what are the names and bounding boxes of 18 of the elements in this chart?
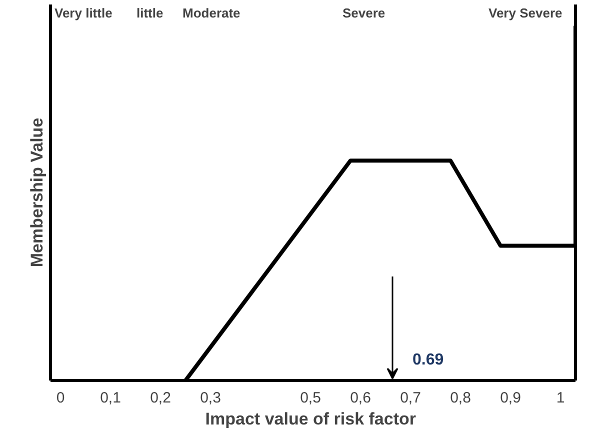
- x-tick-label: 0,3: [200, 390, 221, 406]
- x-tick-label: 0,1: [100, 390, 121, 406]
- x-tick-label: 0,9: [500, 390, 521, 406]
- text: Moderate: [182, 6, 240, 20]
- text: Very little: [54, 6, 112, 20]
- x-tick-label: 1: [556, 390, 565, 406]
- text: little: [136, 6, 164, 20]
- annotation: 0.69: [412, 352, 444, 368]
- x-tick-label: 0,7: [400, 390, 421, 406]
- text: Very Severe: [488, 6, 562, 20]
- x-tick-label: 0,2: [150, 390, 171, 406]
- x-tick-label: 0,8: [450, 390, 471, 406]
- text: Severe: [342, 6, 386, 20]
- y-axis-title: Membership Value: [28, 118, 46, 268]
- x-tick-label: 0,5: [300, 390, 321, 406]
- x-tick-label: 0,6: [350, 390, 371, 406]
- x-tick-label: 0: [56, 390, 65, 406]
- x-axis-title: Impact value of risk factor: [205, 410, 416, 428]
